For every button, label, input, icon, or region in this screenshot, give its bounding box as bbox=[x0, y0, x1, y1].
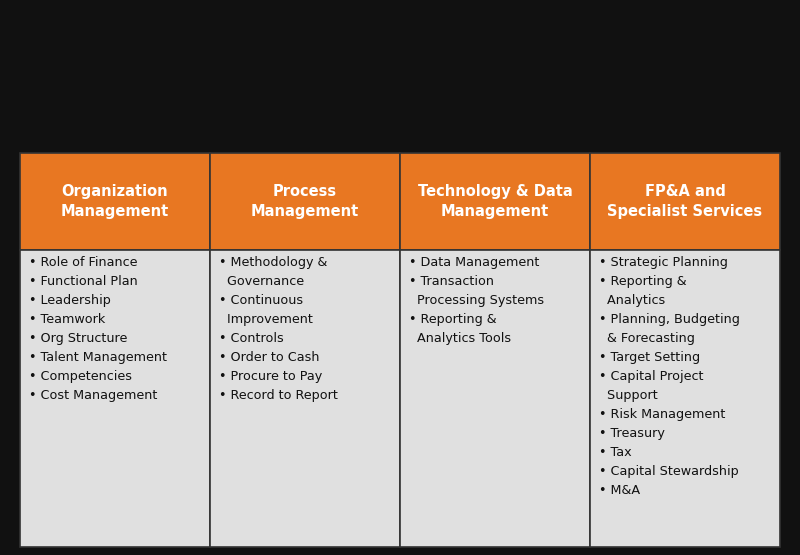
Bar bbox=[20, 153, 210, 250]
Bar bbox=[210, 250, 400, 547]
Text: Technology & Data
Management: Technology & Data Management bbox=[418, 184, 572, 219]
Text: FP&A and
Specialist Services: FP&A and Specialist Services bbox=[607, 184, 762, 219]
Bar bbox=[210, 153, 400, 250]
Text: • Role of Finance
• Functional Plan
• Leadership
• Teamwork
• Org Structure
• Ta: • Role of Finance • Functional Plan • Le… bbox=[29, 256, 167, 402]
Bar bbox=[590, 153, 780, 250]
Bar bbox=[400, 250, 590, 547]
Bar bbox=[590, 250, 780, 547]
Text: • Methodology &
  Governance
• Continuous
  Improvement
• Controls
• Order to Ca: • Methodology & Governance • Continuous … bbox=[219, 256, 338, 402]
Text: • Strategic Planning
• Reporting &
  Analytics
• Planning, Budgeting
  & Forecas: • Strategic Planning • Reporting & Analy… bbox=[598, 256, 740, 497]
Text: Organization
Management: Organization Management bbox=[61, 184, 169, 219]
Bar bbox=[400, 153, 590, 250]
Bar bbox=[20, 250, 210, 547]
Text: • Data Management
• Transaction
  Processing Systems
• Reporting &
  Analytics T: • Data Management • Transaction Processi… bbox=[409, 256, 544, 345]
Text: Process
Management: Process Management bbox=[251, 184, 359, 219]
